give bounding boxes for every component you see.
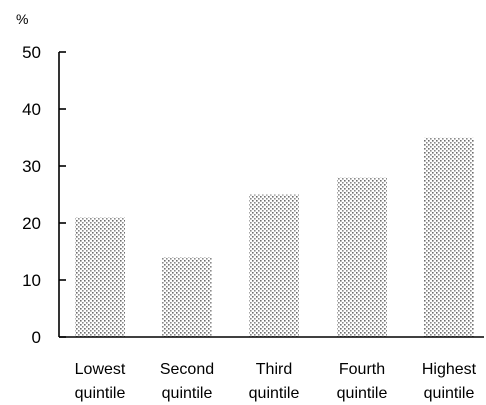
x-tick-label: quintile [75,385,126,402]
y-tick-label: 40 [22,100,41,119]
x-tick-label: Lowest [75,361,126,378]
x-tick-label: quintile [424,385,475,402]
y-axis-ticks: 0 10 20 30 40 50 [22,43,66,347]
x-tick-label: Third [256,361,292,378]
x-tick-label: quintile [162,385,213,402]
bar [162,257,212,337]
x-tick-label: Fourth [339,361,385,378]
y-tick-label: 10 [22,271,41,290]
x-tick-label: quintile [337,385,388,402]
x-axis-ticks: Lowest quintile Second quintile Third quintil… [75,361,477,402]
y-tick-label: 50 [22,43,41,62]
bar [424,137,474,337]
y-tick-label: 0 [32,328,41,347]
bar [249,194,299,337]
x-tick-label: Highest [422,361,477,378]
x-tick-label: quintile [249,385,300,402]
y-tick-label: 30 [22,157,41,176]
bar [75,217,125,337]
y-axis-unit-label: % [16,11,28,27]
bar [337,177,387,337]
bars [75,137,474,337]
x-tick-label: Second [160,361,214,378]
y-tick-label: 20 [22,214,41,233]
